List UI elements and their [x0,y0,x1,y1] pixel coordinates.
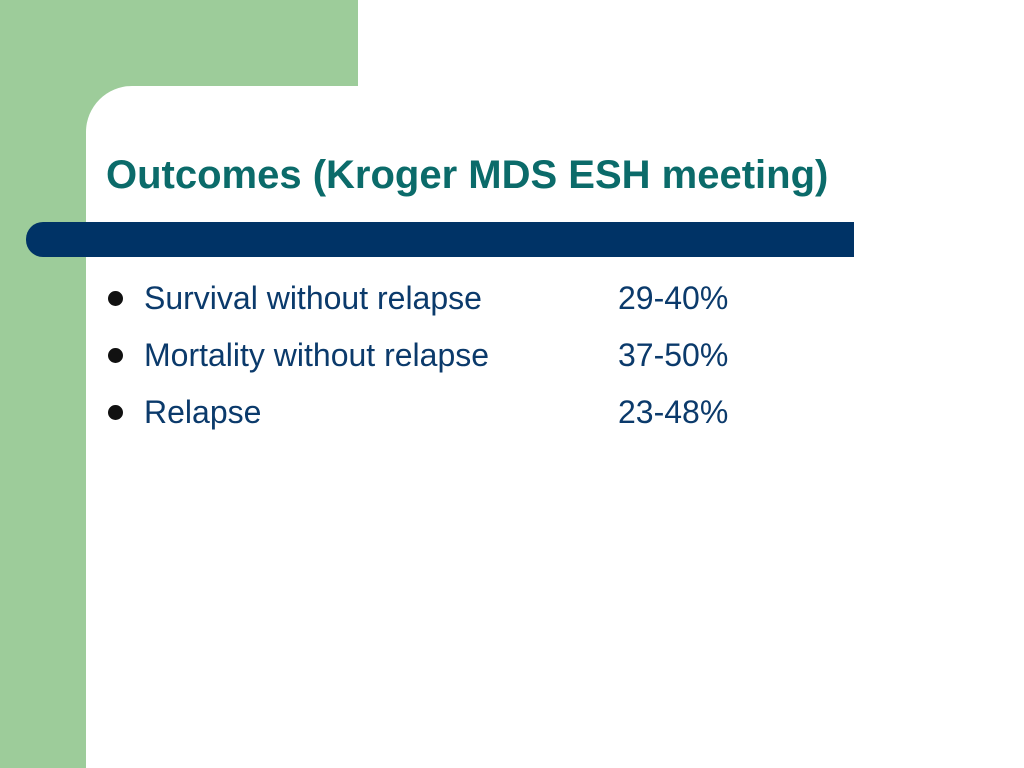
content-panel [86,86,1024,768]
bullet-dot-icon [108,348,123,363]
bullet-value: 29-40% [618,280,729,316]
bullet-value: 37-50% [618,337,729,373]
bullet-list: Survival without relapse 29-40% Mortalit… [108,270,728,441]
bullet-item-relapse: Relapse 23-48% [108,384,728,441]
bullet-label: Survival without relapse [144,280,482,316]
bullet-dot-icon [108,291,123,306]
title-underline-bar [26,222,854,257]
bullet-value: 23-48% [618,394,729,430]
bullet-dot-icon [108,405,123,420]
slide-title: Outcomes (Kroger MDS ESH meeting) [106,153,829,197]
bullet-label: Mortality without relapse [144,337,490,373]
bullet-item-survival: Survival without relapse 29-40% [108,270,728,327]
bullet-label: Relapse [144,394,262,430]
bullet-item-mortality: Mortality without relapse 37-50% [108,327,728,384]
